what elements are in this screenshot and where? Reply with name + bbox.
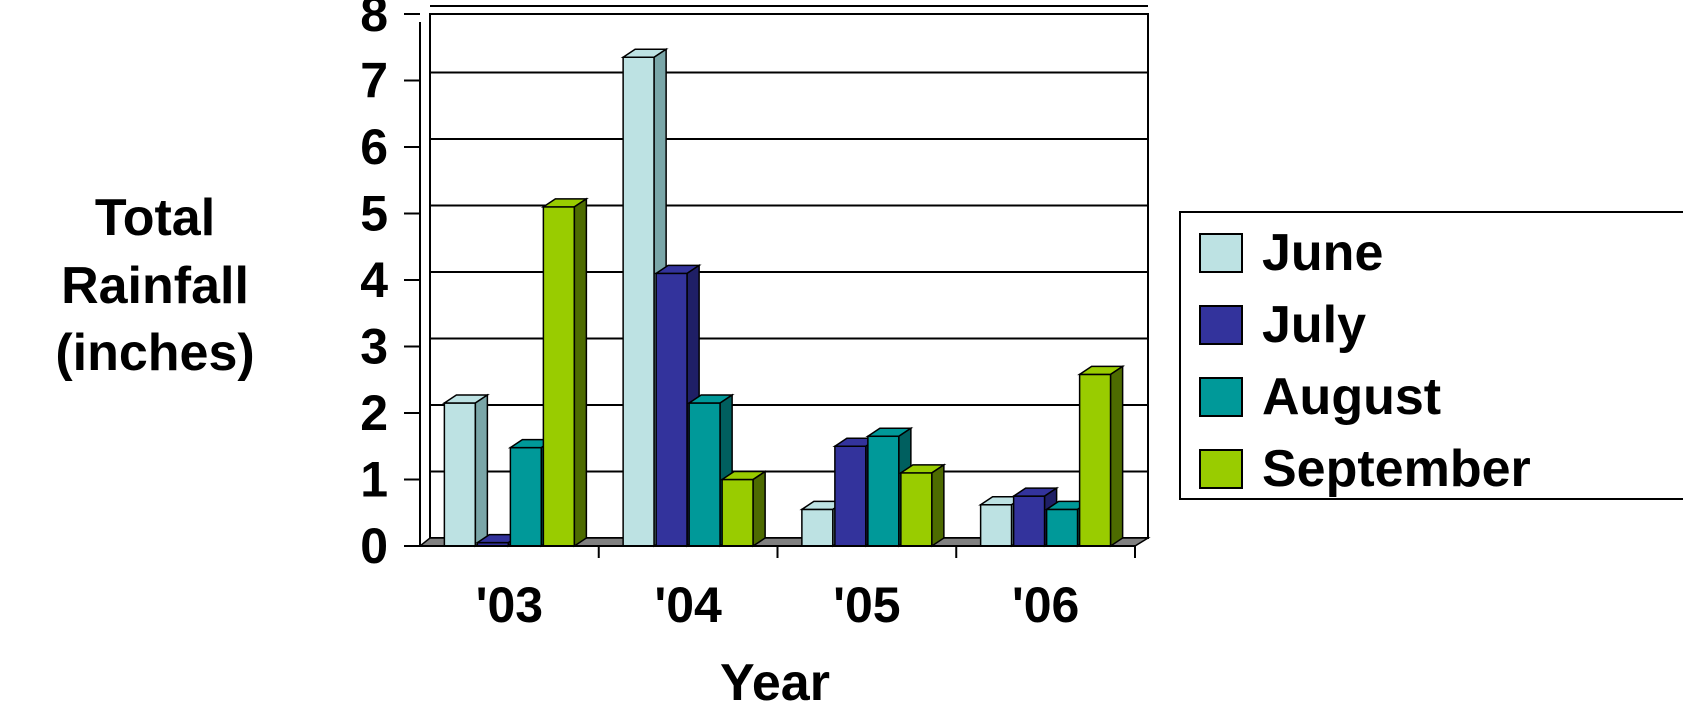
- bar-side: [931, 463, 945, 548]
- legend-item-july: July: [1199, 296, 1366, 354]
- legend: June July August September: [1179, 211, 1683, 500]
- legend-label-june: June: [1262, 224, 1383, 282]
- bar-front: [1078, 373, 1112, 547]
- x-tick-label: '03: [476, 577, 544, 633]
- y-tick-label: 5: [360, 186, 388, 242]
- legend-item-september: September: [1199, 440, 1531, 498]
- y-tick-label: 6: [360, 119, 388, 175]
- legend-label-august: August: [1262, 368, 1441, 426]
- bar-front: [542, 206, 576, 547]
- legend-swatch-june: [1199, 233, 1243, 273]
- legend-swatch-september: [1199, 449, 1243, 489]
- bar-front: [655, 272, 688, 547]
- legend-item-august: August: [1199, 368, 1441, 426]
- bar-july-3: [1011, 486, 1060, 548]
- bar-side: [573, 197, 588, 548]
- bar-front: [834, 445, 867, 547]
- y-tick-label: 0: [360, 518, 388, 574]
- bar-front: [688, 402, 721, 547]
- y-axis-title-line-3: (inches): [55, 324, 254, 382]
- x-tick-label: '06: [1012, 577, 1080, 633]
- bar-september-3: [1077, 365, 1126, 548]
- bar-front: [509, 446, 543, 547]
- bar-june-0: [441, 393, 490, 548]
- y-axis-title-line-2: Rainfall: [61, 257, 249, 315]
- bar-front: [443, 402, 477, 547]
- y-tick-label: 8: [360, 0, 388, 42]
- bar-front: [622, 56, 655, 547]
- legend-swatch-july: [1199, 305, 1243, 345]
- axes-layer: 0 1 2 3 4 5 6 7 8 '03 '04 '05 '06: [360, 0, 1136, 633]
- legend-box: [1179, 211, 1683, 500]
- bar-front: [900, 472, 933, 547]
- bar-front: [979, 504, 1013, 547]
- y-axis-title-line-1: Total: [95, 189, 215, 247]
- bar-side: [1109, 365, 1124, 548]
- legend-label-july: July: [1262, 296, 1366, 354]
- y-tick-label: 3: [360, 319, 388, 375]
- bar-september-0: [540, 197, 589, 548]
- bar-september-2: [898, 463, 947, 548]
- x-tick-label: '05: [833, 577, 901, 633]
- legend-item-june: June: [1199, 224, 1383, 282]
- y-tick-label: 4: [360, 252, 388, 308]
- bar-front: [1012, 495, 1046, 547]
- bar-front: [721, 478, 754, 547]
- x-tick-label: '04: [654, 577, 722, 633]
- bars-layer: [441, 47, 1126, 548]
- legend-label-september: September: [1262, 440, 1531, 498]
- plot-area: [417, 5, 1151, 547]
- bar-august-1: [686, 393, 735, 548]
- bar-side: [474, 393, 489, 548]
- x-axis-title: Year: [720, 654, 830, 708]
- bar-front: [1045, 508, 1079, 547]
- bar-september-1: [719, 470, 768, 548]
- bar-side: [752, 470, 766, 548]
- y-tick-label: 7: [360, 53, 388, 109]
- y-tick-label: 1: [360, 452, 388, 508]
- bar-front: [801, 508, 834, 547]
- legend-swatch-august: [1199, 377, 1243, 417]
- y-tick-label: 2: [360, 385, 388, 441]
- bar-front: [867, 435, 900, 547]
